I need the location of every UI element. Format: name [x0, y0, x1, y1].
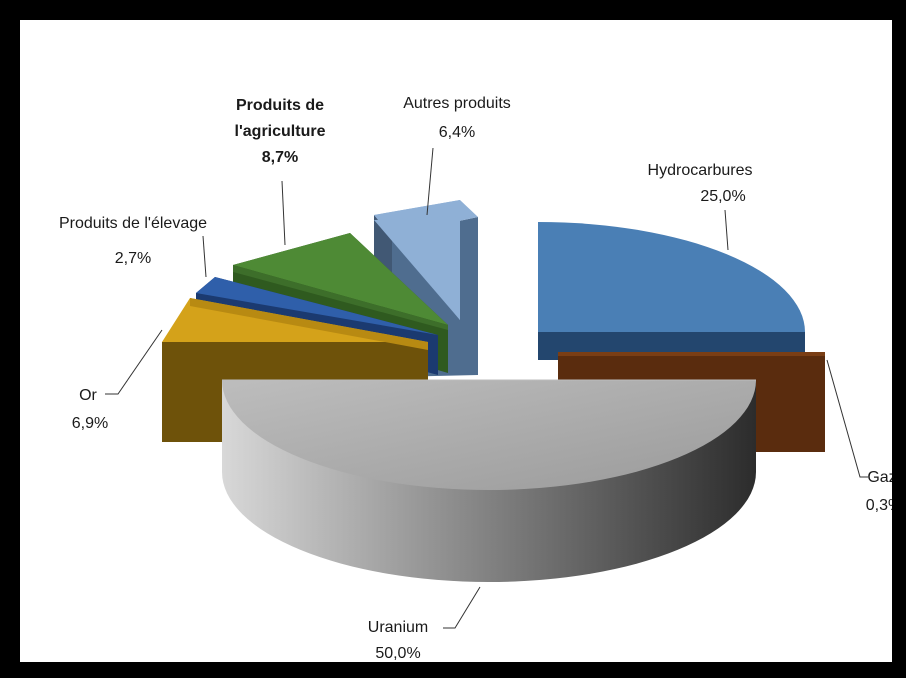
- pct-hydrocarbures: 25,0%: [700, 188, 745, 205]
- leader-autres: [426, 147, 434, 216]
- pct-agriculture: 8,7%: [262, 149, 298, 166]
- pct-or: 6,9%: [72, 415, 108, 432]
- leader-gaz: [826, 359, 868, 478]
- label-autres: Autres produits: [403, 95, 511, 112]
- leader-uranium: [443, 586, 481, 629]
- pct-elevage: 2,7%: [115, 250, 151, 267]
- leader-hydrocarbures: [724, 209, 729, 251]
- leader-agriculture: [281, 180, 286, 246]
- label-agriculture-line2: l'agriculture: [235, 123, 326, 140]
- slice-hydrocarbures[interactable]: [538, 222, 805, 360]
- leader-lines: [105, 147, 868, 629]
- slice-uranium[interactable]: [222, 379, 756, 582]
- pct-autres: 6,4%: [439, 124, 475, 141]
- slice-labels: Hydrocarbures 25,0% Gaz 0,3% Uranium 50,…: [59, 95, 892, 662]
- leader-elevage: [202, 235, 207, 278]
- label-gaz: Gaz: [867, 469, 892, 486]
- label-or: Or: [79, 387, 97, 404]
- pie-chart: Hydrocarbures 25,0% Gaz 0,3% Uranium 50,…: [59, 95, 892, 662]
- label-agriculture-line1: Produits de: [236, 97, 324, 114]
- leader-or: [105, 329, 163, 395]
- label-uranium: Uranium: [368, 619, 428, 636]
- slice-autres-produits[interactable]: [374, 200, 478, 377]
- pct-gaz: 0,3%: [866, 497, 892, 514]
- label-hydrocarbures: Hydrocarbures: [648, 162, 753, 179]
- pct-uranium: 50,0%: [375, 645, 420, 662]
- chart-frame: Hydrocarbures 25,0% Gaz 0,3% Uranium 50,…: [18, 18, 894, 664]
- label-elevage: Produits de l'élevage: [59, 215, 207, 232]
